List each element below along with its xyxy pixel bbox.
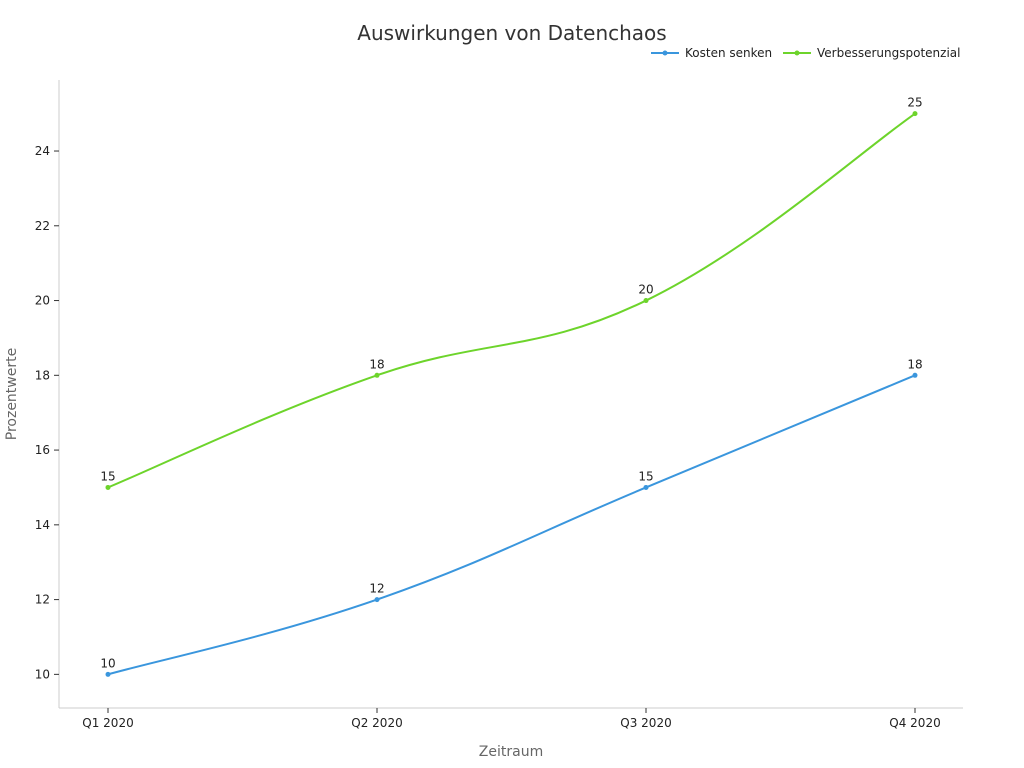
data-label: 25 [907, 96, 922, 110]
x-tick-label: Q3 2020 [620, 716, 671, 730]
series-verbesserungspotenzial: 15 18 20 25 [100, 96, 923, 490]
legend-swatch-point [662, 50, 668, 56]
y-tick-label: 22 [35, 219, 50, 233]
y-tick-label: 16 [35, 443, 50, 457]
x-axis-title: Zeitraum [479, 744, 543, 760]
legend-swatch-point [794, 50, 800, 56]
data-label: 15 [100, 469, 115, 483]
data-point [105, 671, 111, 677]
data-point [643, 298, 649, 304]
data-label: 15 [638, 469, 653, 483]
y-tick-label: 14 [35, 518, 50, 532]
series-line [107, 374, 916, 676]
legend-label: Kosten senken [685, 46, 772, 60]
y-tick-label: 20 [35, 294, 50, 308]
data-point [105, 484, 111, 490]
y-axis-ticks: 10 12 14 16 18 20 22 24 [35, 144, 59, 681]
y-tick-label: 18 [35, 368, 50, 382]
x-tick-label: Q2 2020 [351, 716, 402, 730]
x-tick-label: Q1 2020 [82, 716, 133, 730]
legend: Kosten senken Verbesserungspotenzial [651, 46, 960, 60]
data-label: 20 [638, 283, 653, 297]
legend-item: Kosten senken [651, 46, 772, 60]
legend-item: Verbesserungspotenzial [783, 46, 960, 60]
data-point [912, 372, 918, 378]
x-axis-ticks: Q1 2020 Q2 2020 Q3 2020 Q4 2020 [82, 708, 941, 730]
data-label: 18 [369, 357, 384, 371]
y-tick-label: 10 [35, 667, 50, 681]
series-line [107, 112, 916, 489]
data-point [912, 111, 918, 117]
legend-label: Verbesserungspotenzial [817, 46, 960, 60]
data-point [374, 372, 380, 378]
y-axis-title: Prozentwerte [4, 348, 20, 440]
x-tick-label: Q4 2020 [889, 716, 940, 730]
data-label: 12 [369, 582, 384, 596]
data-label: 10 [100, 656, 115, 670]
data-label: 18 [907, 357, 922, 371]
series-layer: 10 12 15 18 15 18 20 25 [100, 96, 923, 677]
series-kosten-senken: 10 12 15 18 [100, 357, 923, 677]
chart-title: Auswirkungen von Datenchaos [357, 21, 666, 45]
data-point [374, 597, 380, 603]
y-tick-label: 12 [35, 593, 50, 607]
y-tick-label: 24 [35, 144, 50, 158]
data-point [643, 484, 649, 490]
